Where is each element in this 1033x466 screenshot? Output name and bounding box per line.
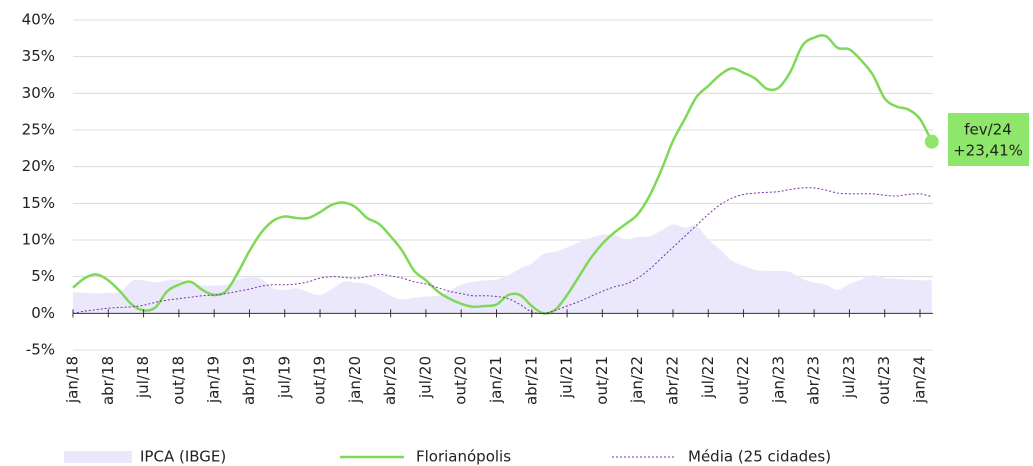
x-tick-label: abr/20: [381, 356, 399, 405]
x-tick-label: abr/22: [663, 356, 681, 405]
x-tick-label: jan/20: [346, 356, 364, 404]
area: [73, 224, 932, 314]
x-tick-label: jan/24: [911, 356, 929, 404]
x-tick-label: out/20: [452, 356, 470, 405]
annotation-value: +23,41%: [953, 142, 1023, 160]
x-tick-label: out/18: [169, 356, 187, 405]
legend-swatch: [64, 451, 132, 463]
x-tick-label: jul/23: [840, 356, 858, 399]
y-tick-label: 10%: [22, 231, 55, 249]
annotation-date: fev/24: [964, 121, 1012, 139]
x-tick-label: abr/18: [99, 356, 117, 405]
x-tick-label: out/19: [311, 356, 329, 405]
x-tick-label: abr/19: [240, 356, 258, 405]
x-tick-label: jul/20: [416, 356, 434, 399]
y-tick-label: 35%: [22, 47, 55, 65]
line: [72, 34, 933, 315]
y-tick-label: -5%: [26, 341, 55, 359]
legend-label: Média (25 cidades): [688, 448, 831, 466]
legend-label: Florianópolis: [416, 448, 511, 466]
y-tick-label: 25%: [22, 121, 55, 139]
y-tick-label: 20%: [22, 157, 55, 175]
x-tick-label: jan/23: [769, 356, 787, 404]
x-tick-label: abr/23: [805, 356, 823, 405]
x-tick-label: out/23: [875, 356, 893, 405]
y-tick-label: 15%: [22, 194, 55, 212]
x-tick-label: jul/18: [134, 356, 152, 399]
annotation-box: [948, 113, 1029, 166]
y-tick-label: 40%: [22, 11, 55, 29]
x-tick-label: jan/21: [487, 356, 505, 404]
x-tick-label: abr/21: [522, 356, 540, 405]
x-tick-label: jan/19: [205, 356, 223, 404]
x-tick-label: jan/18: [64, 356, 82, 404]
last-point: [924, 134, 939, 149]
y-tick-label: 30%: [22, 84, 55, 102]
legend-label: IPCA (IBGE): [140, 448, 226, 466]
x-tick-label: jul/21: [558, 356, 576, 399]
x-tick-label: jul/19: [275, 356, 293, 399]
y-tick-label: 0%: [31, 304, 55, 322]
x-tick-label: out/22: [734, 356, 752, 405]
x-tick-label: jul/22: [699, 356, 717, 399]
x-tick-label: jan/22: [628, 356, 646, 404]
x-tick-label: out/21: [593, 356, 611, 405]
y-tick-label: 5%: [31, 267, 55, 285]
